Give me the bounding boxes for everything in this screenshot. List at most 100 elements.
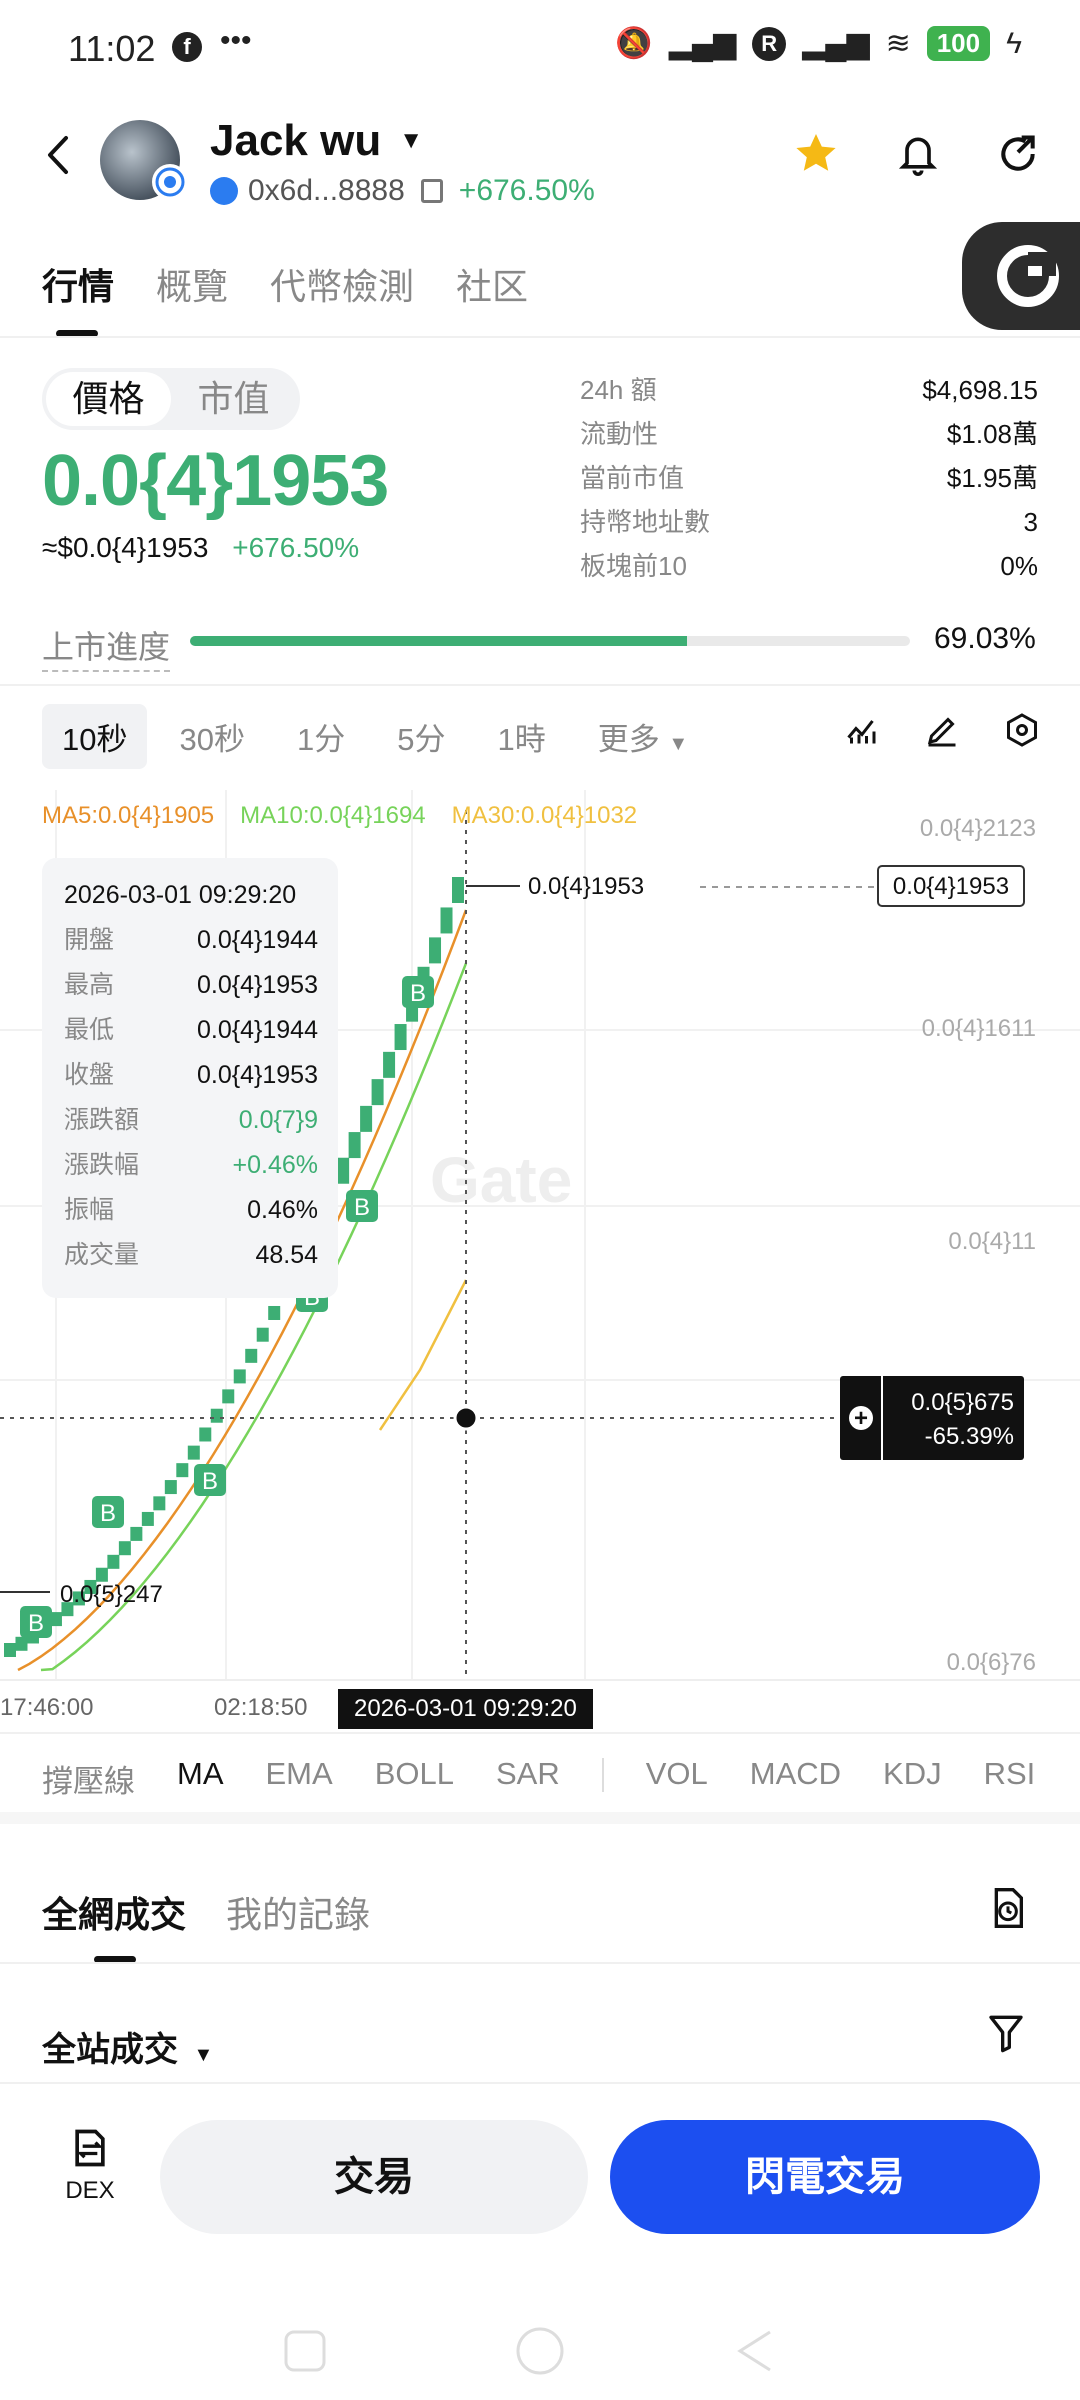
- tooltip-date: 2026-03-01 09:29:20: [64, 881, 297, 909]
- all-site-trades-dropdown[interactable]: 全站成交 ▼: [42, 2022, 213, 2071]
- stat-value: $4,698.15: [922, 375, 1038, 405]
- tab-all-trades[interactable]: 全網成交: [42, 1894, 187, 1935]
- tab-token-check[interactable]: 代幣檢測: [270, 266, 415, 307]
- indicator-support-resistance[interactable]: 撐壓線: [42, 1764, 135, 1799]
- timeframe-30s[interactable]: 30秒: [179, 722, 245, 757]
- candle: [429, 937, 442, 964]
- dex-button[interactable]: DEX: [60, 2126, 120, 2205]
- indicator-sar[interactable]: SAR: [495, 1756, 560, 1791]
- indicator-rsi[interactable]: RSI: [983, 1756, 1036, 1791]
- toggle-mcap[interactable]: 市值: [197, 378, 270, 419]
- candle: [84, 1579, 97, 1594]
- token-name-dropdown[interactable]: Jack wu ▼: [210, 116, 423, 166]
- back-icon[interactable]: [40, 130, 76, 180]
- usd-price-row: ≈$0.0{4}1953 +676.50%: [42, 532, 359, 564]
- tooltip-row: 最低 0.0{4}1944: [64, 1008, 318, 1053]
- history-icon[interactable]: [988, 1886, 1028, 1935]
- mute-icon: 🔕: [615, 27, 653, 60]
- tab-overview[interactable]: 概覽: [156, 266, 229, 307]
- share-icon[interactable]: [996, 132, 1040, 181]
- stat-row: 持幣地址數 3: [580, 500, 1038, 544]
- candle: [394, 1024, 407, 1051]
- indicator-ma[interactable]: MA: [177, 1756, 224, 1791]
- stat-value: $1.95萬: [946, 463, 1038, 493]
- timeframe-10s[interactable]: 10秒: [42, 704, 148, 769]
- indicator-kdj[interactable]: KDJ: [883, 1756, 942, 1791]
- toggle-price[interactable]: 價格: [46, 372, 171, 426]
- stats-panel: 24h 額 $4,698.15 流動性 $1.08萬 當前市值 $1.95萬 持幣地址…: [580, 368, 1038, 588]
- main-tabs: 行情 概覽 代幣檢測 社区: [42, 258, 528, 310]
- y-axis-label: 0.0{4}11: [948, 1228, 1036, 1255]
- indicator-ema[interactable]: EMA: [265, 1756, 333, 1791]
- timeframe-1m[interactable]: 1分: [296, 722, 346, 757]
- current-price: 0.0{4}1953: [42, 441, 389, 521]
- ma10-legend: MA10:0.0{4}1694: [240, 802, 426, 829]
- crosshair-point: [453, 1405, 479, 1431]
- indicator-vol[interactable]: VOL: [645, 1756, 708, 1791]
- buy-marker-label: B: [354, 1194, 370, 1221]
- trades-divider: [0, 1962, 1080, 1964]
- candle: [15, 1636, 28, 1651]
- candle: [176, 1463, 189, 1478]
- tooltip-row: 振幅 0.46%: [64, 1188, 318, 1233]
- y-axis-label: 0.0{4}1611: [922, 1015, 1036, 1042]
- tooltip-row: 漲跌幅 +0.46%: [64, 1143, 318, 1188]
- system-nav-bar: [0, 2310, 1080, 2400]
- bell-icon[interactable]: [896, 130, 940, 183]
- token-address-row: 0x6d...8888 +676.50%: [210, 174, 595, 208]
- candle: [187, 1445, 200, 1460]
- y-axis-label: 0.0{6}76: [947, 1649, 1036, 1676]
- candle: [107, 1554, 120, 1569]
- dex-icon: [75, 2129, 105, 2167]
- buy-marker: [20, 1606, 52, 1638]
- tab-market[interactable]: 行情: [42, 266, 115, 307]
- tooltip-label: 振幅: [64, 1196, 115, 1224]
- listing-progress-fill: [190, 636, 688, 646]
- filter-icon[interactable]: [986, 2012, 1026, 2061]
- tooltip-value: 0.0{4}1944: [197, 926, 318, 954]
- caret-down-icon: ▼: [193, 2044, 214, 2066]
- tooltip-label: 收盤: [64, 1061, 115, 1089]
- facebook-icon: f: [172, 32, 202, 62]
- stat-label: 流動性: [580, 419, 659, 449]
- tooltip-value: 0.46%: [247, 1196, 318, 1224]
- trade-button[interactable]: 交易: [160, 2120, 588, 2234]
- buy-marker-label: B: [28, 1610, 44, 1637]
- copy-icon[interactable]: [420, 179, 443, 203]
- candle: [4, 1643, 16, 1657]
- timeframe-5m[interactable]: 5分: [397, 722, 446, 757]
- tab-my-records[interactable]: 我的記錄: [226, 1894, 371, 1935]
- y-axis-label: 0.0{4}2123: [920, 815, 1036, 842]
- home-icon: [516, 2327, 564, 2375]
- listing-progress-label[interactable]: 上市進度: [42, 622, 171, 672]
- chain-icon: [210, 177, 238, 205]
- stat-label: 持幣地址數: [580, 507, 711, 537]
- indicator-boll[interactable]: BOLL: [374, 1756, 454, 1791]
- tooltip-label: 漲跌幅: [64, 1151, 140, 1179]
- charging-icon: ϟ: [1006, 26, 1022, 60]
- indicator-icon[interactable]: [844, 712, 880, 753]
- draw-icon[interactable]: [924, 712, 960, 753]
- status-icons: 🔕 ▂▄▆ R ▂▄▆ ≋ 100 ϟ: [615, 26, 1022, 61]
- dex-label: DEX: [65, 2177, 115, 2204]
- favorite-star-icon[interactable]: [792, 130, 840, 183]
- timeframe-more[interactable]: 更多 ▼: [578, 704, 708, 769]
- gate-floating-button[interactable]: [962, 222, 1080, 330]
- flash-trade-button[interactable]: 閃電交易: [610, 2120, 1040, 2234]
- crosshair-value: 0.0{5}675: [911, 1389, 1014, 1416]
- timeframe-1h[interactable]: 1時: [497, 722, 546, 757]
- candle: [72, 1591, 85, 1606]
- stat-label: 板塊前10: [580, 551, 687, 581]
- tooltip-row: 最高 0.0{4}1953: [64, 963, 318, 1008]
- timeframe-more-label: 更多: [597, 722, 660, 757]
- stat-row: 板塊前10 0%: [580, 544, 1038, 588]
- candle: [360, 1105, 373, 1132]
- chart-settings-icon[interactable]: [1004, 712, 1040, 753]
- more-notifications-icon: •••: [220, 24, 252, 57]
- tab-community[interactable]: 社区: [456, 266, 529, 307]
- candle: [452, 877, 464, 903]
- tooltip-label: 漲跌額: [64, 1106, 140, 1134]
- candle: [245, 1348, 258, 1363]
- indicator-macd[interactable]: MACD: [749, 1756, 842, 1791]
- price-mcap-toggle: 價格 市值: [42, 368, 300, 430]
